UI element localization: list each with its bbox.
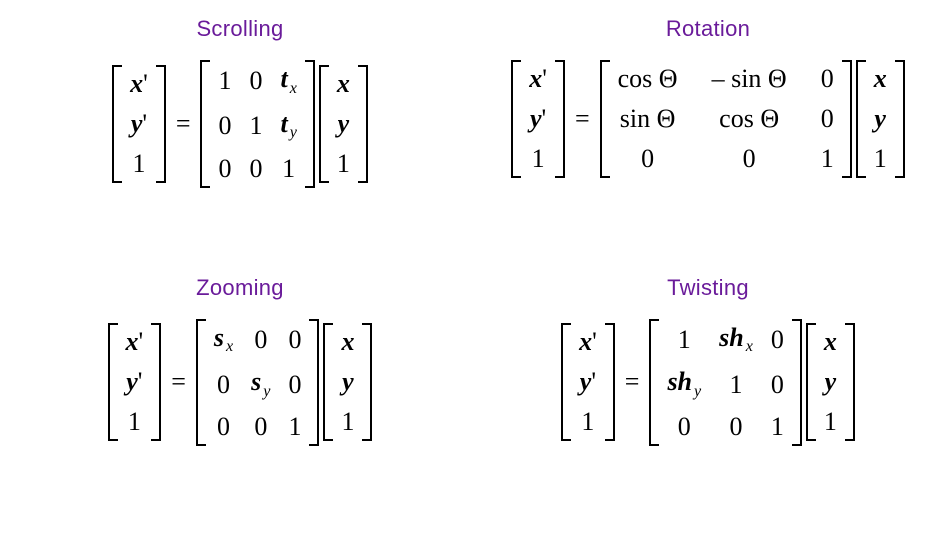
cell: 0: [249, 156, 262, 182]
scrolling-equation: x' y' 1 = 1 0 tx 0 1 ty 0 0 1: [112, 60, 368, 188]
scrolling-title: Scrolling: [196, 16, 283, 42]
rotation-panel: Rotation x' y' 1 = cos Θ – sin Θ 0 sin Θ: [474, 12, 942, 271]
cell: y': [580, 369, 596, 395]
cell: 1: [282, 156, 295, 182]
cell: sin Θ: [620, 106, 676, 132]
rotation-title: Rotation: [666, 16, 750, 42]
cell: – sin Θ: [712, 66, 787, 92]
cell: 0: [771, 372, 784, 398]
equals-sign: =: [170, 111, 197, 137]
zooming-title: Zooming: [196, 275, 284, 301]
cell: 1: [288, 414, 301, 440]
cell: 1: [249, 113, 262, 139]
rotation-matrix: cos Θ – sin Θ 0 sin Θ cos Θ 0 0 0 1: [600, 60, 852, 178]
cell: x': [579, 329, 597, 355]
cell: 0: [288, 327, 301, 353]
cell: 1: [128, 409, 141, 435]
cell: x: [341, 329, 354, 355]
equals-sign: =: [569, 106, 596, 132]
cell: 1: [678, 327, 691, 353]
twisting-title: Twisting: [667, 275, 749, 301]
rotation-lhs-vector: x' y' 1: [511, 60, 565, 178]
cell: 1: [730, 372, 743, 398]
cell: 0: [249, 68, 262, 94]
zooming-rhs-vector: x y 1: [323, 323, 372, 441]
cell: y: [825, 369, 837, 395]
cell: x: [874, 66, 887, 92]
cell: 1: [874, 146, 887, 172]
cell: y: [342, 369, 354, 395]
cell: 0: [678, 414, 691, 440]
equals-sign: =: [619, 369, 646, 395]
cell: y': [131, 111, 147, 137]
zooming-lhs-vector: x' y' 1: [108, 323, 162, 441]
cell: shy: [667, 369, 701, 400]
cell: 0: [771, 327, 784, 353]
cell: 1: [532, 146, 545, 172]
cell: 0: [821, 106, 834, 132]
cell: y: [874, 106, 886, 132]
cell: 1: [771, 414, 784, 440]
cell: 0: [641, 146, 654, 172]
cell: x': [126, 329, 144, 355]
twisting-panel: Twisting x' y' 1 = 1 shx 0 shy 1: [474, 271, 942, 530]
cell: x: [337, 71, 350, 97]
scrolling-rhs-vector: x y 1: [319, 65, 368, 183]
rotation-rhs-vector: x y 1: [856, 60, 905, 178]
cell: 1: [581, 409, 594, 435]
transformation-grid: Scrolling x' y' 1 = 1 0 tx 0 1: [0, 0, 948, 541]
cell: 1: [341, 409, 354, 435]
rotation-equation: x' y' 1 = cos Θ – sin Θ 0 sin Θ cos Θ 0 …: [511, 60, 904, 178]
scrolling-lhs-vector: x' y' 1: [112, 65, 166, 183]
cell: 0: [730, 414, 743, 440]
cell: sy: [251, 369, 270, 400]
cell: 0: [288, 372, 301, 398]
cell: 0: [743, 146, 756, 172]
cell: 1: [821, 146, 834, 172]
zooming-panel: Zooming x' y' 1 = sx 0 0 0 sy: [6, 271, 474, 530]
cell: cos Θ: [618, 66, 678, 92]
cell: 0: [254, 327, 267, 353]
cell: sx: [214, 325, 233, 356]
cell: 0: [254, 414, 267, 440]
cell: x': [130, 71, 148, 97]
zooming-matrix: sx 0 0 0 sy 0 0 0 1: [196, 319, 320, 447]
cell: shx: [719, 325, 753, 356]
cell: y': [530, 106, 546, 132]
cell: 1: [824, 409, 837, 435]
cell: 0: [821, 66, 834, 92]
zooming-equation: x' y' 1 = sx 0 0 0 sy 0 0 0 1: [108, 319, 373, 447]
twisting-matrix: 1 shx 0 shy 1 0 0 0 1: [649, 319, 801, 447]
twisting-lhs-vector: x' y' 1: [561, 323, 615, 441]
cell: 1: [218, 68, 231, 94]
cell: cos Θ: [719, 106, 779, 132]
cell: tx: [280, 66, 296, 97]
scrolling-matrix: 1 0 tx 0 1 ty 0 0 1: [200, 60, 314, 188]
cell: y: [338, 111, 350, 137]
cell: 0: [217, 372, 230, 398]
cell: 0: [218, 156, 231, 182]
cell: y': [126, 369, 142, 395]
cell: 0: [217, 414, 230, 440]
cell: ty: [280, 111, 296, 142]
cell: 0: [218, 113, 231, 139]
cell: x': [529, 66, 547, 92]
cell: x: [824, 329, 837, 355]
equals-sign: =: [165, 369, 192, 395]
cell: 1: [337, 151, 350, 177]
scrolling-panel: Scrolling x' y' 1 = 1 0 tx 0 1: [6, 12, 474, 271]
twisting-rhs-vector: x y 1: [806, 323, 855, 441]
cell: 1: [132, 151, 145, 177]
twisting-equation: x' y' 1 = 1 shx 0 shy 1 0 0 0 1: [561, 319, 855, 447]
